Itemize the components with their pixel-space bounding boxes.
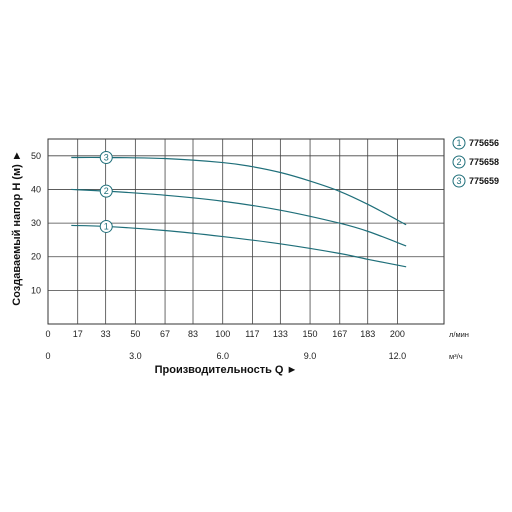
x-tick-label-m3h: 9.0 bbox=[304, 351, 317, 361]
x-tick-label-lpm: 50 bbox=[130, 329, 140, 339]
x-tick-label-lpm: 117 bbox=[245, 329, 259, 339]
x-tick-label-lpm: 100 bbox=[215, 329, 230, 339]
legend-entry-775659: 775659 bbox=[469, 176, 499, 186]
curve-marker-label: 3 bbox=[104, 153, 109, 163]
x-axis-m3h-ticks: 0 3.0 6.0 9.0 12.0 bbox=[45, 351, 406, 361]
y-axis-title: Создаваемый напор H (м) ► bbox=[11, 150, 23, 305]
x-tick-label-lpm: 133 bbox=[273, 329, 288, 339]
series-line-775659 bbox=[71, 156, 407, 226]
curve-marker-1 bbox=[99, 219, 113, 233]
x-tick-label-lpm: 183 bbox=[360, 329, 375, 339]
x-tick-label-m3h: 12.0 bbox=[389, 351, 407, 361]
y-tick-label: 30 bbox=[31, 218, 41, 228]
curve-marker-2 bbox=[99, 184, 113, 198]
legend-marker-1 bbox=[452, 136, 466, 150]
legend-marker-label: 2 bbox=[456, 157, 461, 167]
y-tick-label: 10 bbox=[31, 285, 41, 295]
series-line-775656 bbox=[71, 224, 407, 268]
y-tick-label: 20 bbox=[31, 252, 41, 262]
curve-marker-3 bbox=[99, 151, 113, 164]
chart-grid bbox=[47, 138, 445, 325]
x-tick-label-lpm: 83 bbox=[188, 329, 198, 339]
y-tick-label: 40 bbox=[31, 184, 41, 194]
legend-marker-2 bbox=[452, 155, 466, 169]
x-tick-label-m3h: 0 bbox=[45, 351, 50, 361]
x-tick-label-m3h: 3.0 bbox=[129, 351, 142, 361]
legend-marker-label: 1 bbox=[456, 138, 461, 148]
x-tick-label-lpm: 0 bbox=[45, 329, 50, 339]
x-tick-label-lpm: 200 bbox=[390, 329, 405, 339]
plot-frame bbox=[47, 138, 445, 325]
x-tick-label-lpm: 150 bbox=[303, 329, 318, 339]
x-tick-label-lpm: 167 bbox=[332, 329, 347, 339]
x-axis-m3h-unit: м³/ч bbox=[449, 352, 463, 361]
legend-marker-3 bbox=[452, 174, 466, 188]
curve-marker-label: 2 bbox=[104, 186, 109, 196]
x-tick-label-m3h: 6.0 bbox=[216, 351, 229, 361]
curve-markers: 1 2 3 bbox=[99, 151, 113, 233]
x-tick-label-lpm: 33 bbox=[101, 329, 111, 339]
x-axis-title: Производительность Q ► bbox=[155, 364, 298, 376]
chart-curves bbox=[71, 156, 407, 268]
y-tick-label: 50 bbox=[31, 151, 41, 161]
legend-entry-775658: 775658 bbox=[469, 157, 499, 167]
x-axis-lpm-ticks: 0 17 33 50 67 83 100 117 133 150 167 183 200 bbox=[45, 329, 404, 339]
x-tick-label-lpm: 17 bbox=[73, 329, 83, 339]
curve-marker-label: 1 bbox=[104, 221, 109, 231]
x-tick-label-lpm: 67 bbox=[160, 329, 170, 339]
legend-marker-label: 3 bbox=[456, 176, 461, 186]
legend-entry-775656: 775656 bbox=[469, 138, 499, 148]
x-axis-lpm-unit: л/мин bbox=[449, 330, 469, 339]
chart-legend: 1 775656 2 775658 3 775659 bbox=[452, 136, 499, 188]
y-axis-ticks: 10 20 30 40 50 bbox=[31, 151, 41, 296]
